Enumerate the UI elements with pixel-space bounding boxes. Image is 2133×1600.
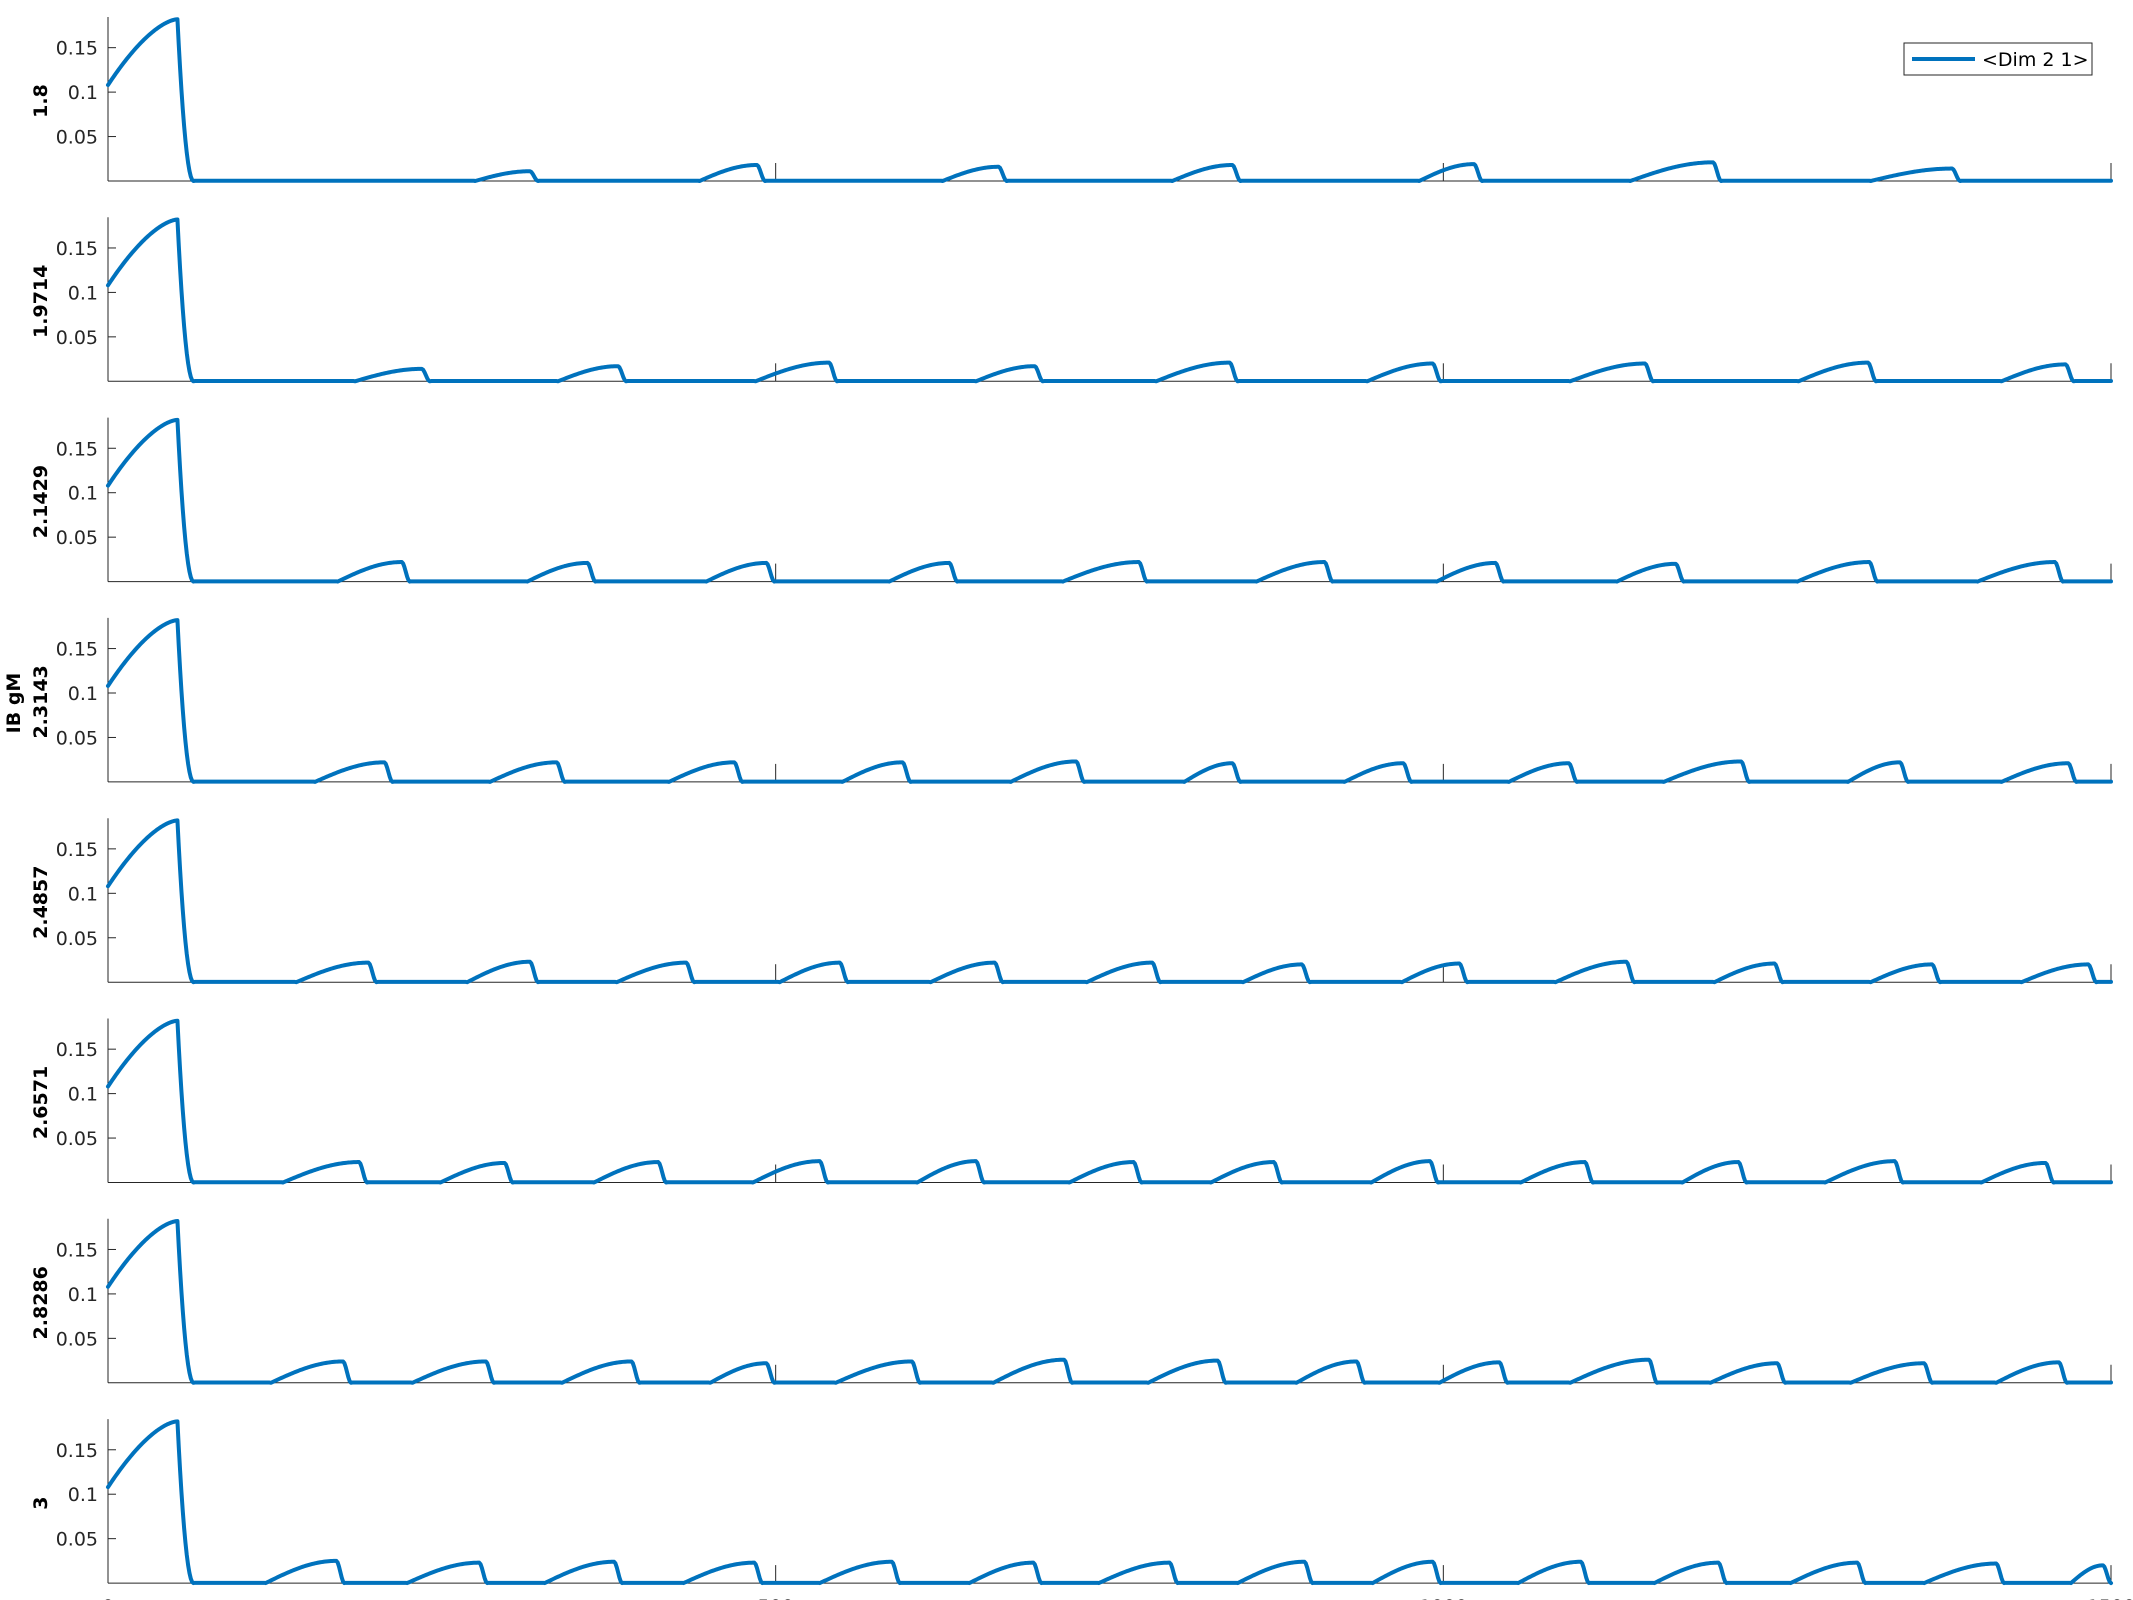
subplot-7: 0.05 0.1 0.152.8286 (30, 1218, 2113, 1385)
y-tick-label: 0.05 (56, 327, 98, 349)
group-ylabel: IB gM (3, 673, 25, 734)
series-line (106, 417, 2113, 584)
y-tick-label: 0.05 (56, 1328, 98, 1350)
row-label: 2.4857 (30, 866, 52, 939)
series-line (106, 1219, 2113, 1385)
y-tick-label: 0.1 (68, 1484, 98, 1506)
y-tick-label: 0.15 (56, 38, 98, 60)
series-line (106, 217, 2113, 384)
subplot-stack: 0.050.10.151.80.050.10.151.97140.050.10.… (30, 17, 2113, 1586)
x-tick-label: 500 (758, 1596, 794, 1600)
y-tick-label: 0.1 (68, 483, 98, 505)
row-label: 3 (30, 1496, 52, 1509)
x-axis: 0 500 1000 1500 (102, 1596, 2133, 1600)
subplot-2: 0.05 0.1 0.151.9714 (30, 217, 2113, 384)
y-tick-label: 0.05 (56, 527, 98, 549)
row-label: 1.8 (30, 84, 52, 118)
legend: <Dim 2 1> (1903, 42, 2093, 76)
subplot-6: 0.05 0.1 0.152.6571 (30, 1018, 2113, 1185)
y-tick-label: 0.1 (68, 1084, 98, 1106)
legend-entry: <Dim 2 1> (1982, 49, 2089, 71)
y-tick-label: 0.1 (68, 883, 98, 905)
x-tick-label: 1000 (1419, 1596, 1467, 1600)
y-tick-label: 0.15 (56, 438, 98, 460)
y-tick-label: 0.1 (68, 683, 98, 705)
row-label: 1.9714 (30, 265, 52, 338)
y-tick-label: 0.15 (56, 639, 98, 661)
row-label: 2.8286 (30, 1266, 52, 1339)
y-tick-label: 0.15 (56, 1239, 98, 1261)
series-line (106, 818, 2113, 985)
subplot-1: 0.05 0.1 0.15 1.8 (30, 17, 2113, 183)
x-tick-label: 1500 (2087, 1596, 2133, 1600)
y-tick-label: 0.15 (56, 238, 98, 260)
row-label: 2.6571 (30, 1066, 52, 1139)
subplot-8: 0.05 0.1 0.15 3 (30, 1419, 2113, 1586)
y-tick-label: 0.1 (68, 82, 98, 104)
series-line (106, 1419, 2113, 1586)
row-label: 2.3143 (30, 665, 52, 738)
subplot-5: 0.05 0.1 0.152.4857 (30, 818, 2113, 985)
y-tick-label: 0.05 (56, 1128, 98, 1150)
y-tick-label: 0.1 (68, 282, 98, 304)
series-line (106, 1018, 2113, 1185)
y-tick-label: 0.15 (56, 1440, 98, 1462)
subplot-3: 0.05 0.1 0.152.1429 (30, 417, 2113, 584)
subplot-4: 0.05 0.1 0.152.3143 (30, 617, 2113, 784)
y-tick-label: 0.1 (68, 1284, 98, 1306)
x-tick-label: 0 (102, 1596, 114, 1600)
y-tick-label: 0.05 (56, 127, 98, 149)
row-label: 2.1429 (30, 465, 52, 538)
y-tick-label: 0.05 (56, 1529, 98, 1551)
y-tick-label: 0.15 (56, 1039, 98, 1061)
y-tick-label: 0.05 (56, 928, 98, 950)
y-tick-label: 0.15 (56, 839, 98, 861)
series-line (106, 618, 2113, 784)
y-tick-label: 0.05 (56, 727, 98, 749)
series-line (106, 17, 2113, 183)
